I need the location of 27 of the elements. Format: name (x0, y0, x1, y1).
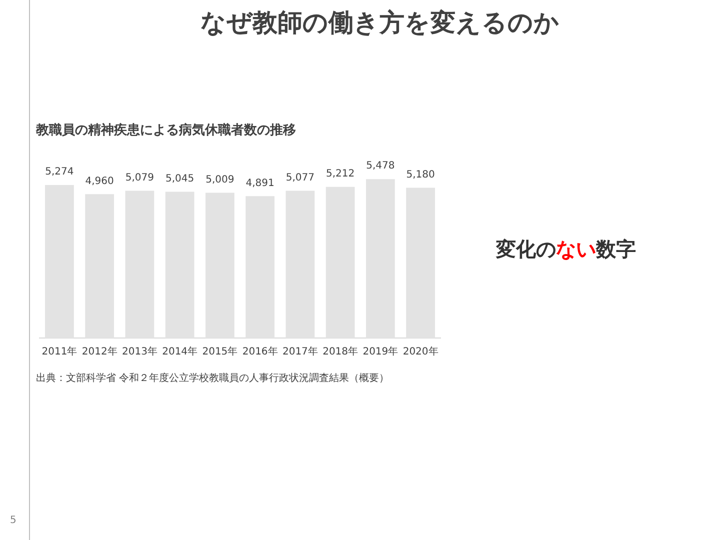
x-tick-label: 2012年 (82, 346, 118, 358)
data-label: 5,079 (125, 172, 154, 184)
data-label: 4,891 (246, 178, 274, 189)
x-tick-label: 2016年 (242, 346, 278, 358)
data-label: 5,009 (206, 174, 234, 186)
data-label: 5,274 (45, 166, 74, 178)
x-tick-label: 2011年 (42, 346, 78, 358)
data-label: 5,478 (366, 160, 395, 172)
source-note: 出典：文部科学省 令和２年度公立学校教職員の人事行政状況調査結果（概要） (36, 372, 390, 385)
data-label: 5,077 (286, 172, 314, 184)
x-tick-label: 2017年 (282, 346, 318, 358)
data-label: 4,960 (85, 176, 114, 187)
text: 変化の (496, 237, 556, 261)
text: 数字 (596, 237, 636, 261)
data-label: 5,180 (406, 169, 435, 180)
text: ない (556, 237, 596, 261)
data-label: 5,045 (166, 173, 194, 184)
data-label: 5,212 (326, 168, 355, 180)
x-tick-label: 2014年 (162, 346, 198, 358)
chart-subtitle: 教職員の精神疾患による病気休職者数の推移 (36, 122, 296, 139)
text: 5 (10, 515, 16, 526)
x-tick-label: 2020年 (402, 346, 438, 358)
x-tick-label: 2013年 (122, 346, 158, 358)
x-tick-label: 2015年 (202, 346, 238, 358)
x-tick-label: 2018年 (322, 346, 358, 358)
x-tick-label: 2019年 (362, 346, 398, 358)
chart-title: なぜ教師の働き方を変えるのか (200, 7, 560, 39)
